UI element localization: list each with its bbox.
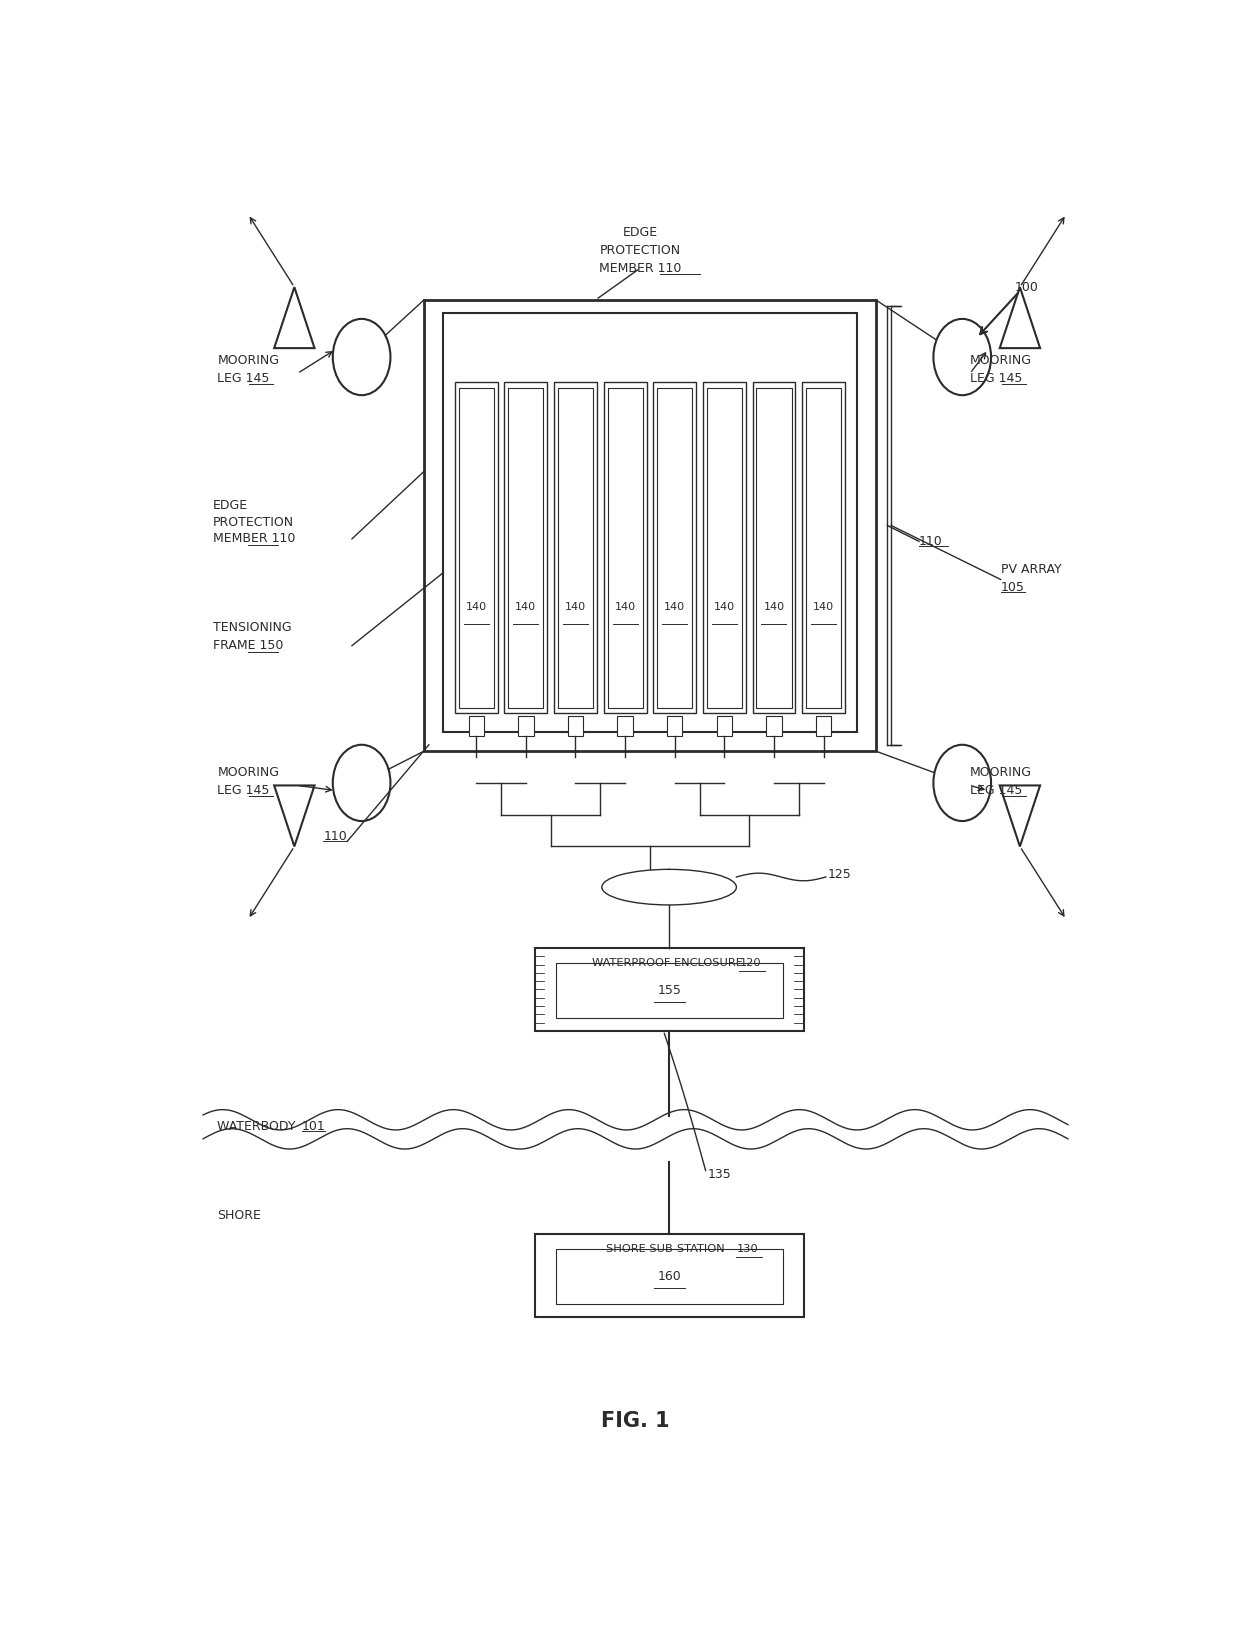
- Bar: [707, 388, 742, 708]
- Text: MEMBER 110: MEMBER 110: [213, 532, 295, 545]
- Bar: [766, 715, 781, 736]
- Text: 101: 101: [303, 1119, 326, 1133]
- Ellipse shape: [601, 870, 737, 905]
- Text: PROTECTION: PROTECTION: [213, 515, 294, 528]
- Bar: [657, 388, 692, 708]
- Text: 140: 140: [764, 603, 785, 613]
- Text: LEG 145: LEG 145: [217, 371, 270, 385]
- Bar: [534, 948, 804, 1030]
- Bar: [806, 388, 841, 708]
- Text: 110: 110: [324, 830, 347, 842]
- Bar: [444, 312, 857, 731]
- Bar: [558, 388, 593, 708]
- Text: MEMBER 110: MEMBER 110: [599, 261, 682, 274]
- Bar: [518, 715, 533, 736]
- Text: 135: 135: [708, 1167, 732, 1180]
- Text: 130: 130: [737, 1245, 759, 1255]
- Text: 100: 100: [1016, 281, 1039, 294]
- Bar: [455, 383, 497, 713]
- Bar: [505, 383, 547, 713]
- Text: 140: 140: [466, 603, 487, 613]
- Text: FIG. 1: FIG. 1: [601, 1412, 670, 1431]
- Bar: [604, 383, 646, 713]
- Text: SHORE SUB-STATION: SHORE SUB-STATION: [606, 1245, 732, 1255]
- Text: FRAME 150: FRAME 150: [213, 639, 283, 652]
- Text: SHORE: SHORE: [217, 1209, 262, 1222]
- Text: 140: 140: [714, 603, 735, 613]
- Bar: [554, 383, 596, 713]
- Text: 140: 140: [665, 603, 686, 613]
- Text: 140: 140: [516, 603, 537, 613]
- Text: EDGE: EDGE: [622, 226, 658, 239]
- Text: EDGE: EDGE: [213, 499, 248, 512]
- Text: 110: 110: [919, 535, 942, 548]
- Bar: [618, 715, 632, 736]
- Text: TENSIONING: TENSIONING: [213, 621, 291, 634]
- Bar: [534, 1235, 804, 1317]
- Text: MOORING: MOORING: [217, 355, 279, 367]
- Text: 155: 155: [657, 984, 681, 997]
- Text: 125: 125: [828, 868, 852, 882]
- Bar: [756, 388, 791, 708]
- Text: 140: 140: [565, 603, 587, 613]
- Text: 105: 105: [1001, 581, 1024, 594]
- Text: LEG 145: LEG 145: [217, 784, 270, 797]
- Text: 120: 120: [740, 959, 761, 969]
- Text: 140: 140: [615, 603, 636, 613]
- Text: LEG 145: LEG 145: [970, 371, 1022, 385]
- Text: 160: 160: [657, 1270, 681, 1283]
- Bar: [469, 715, 484, 736]
- Bar: [753, 383, 795, 713]
- Bar: [816, 715, 831, 736]
- Text: PV ARRAY: PV ARRAY: [1001, 563, 1061, 576]
- Text: PROTECTION: PROTECTION: [600, 244, 681, 258]
- Bar: [459, 388, 494, 708]
- Bar: [556, 964, 782, 1019]
- Bar: [802, 383, 844, 713]
- Text: MOORING: MOORING: [217, 766, 279, 779]
- Text: MOORING: MOORING: [970, 355, 1032, 367]
- Bar: [667, 715, 682, 736]
- Bar: [568, 715, 583, 736]
- Text: MOORING: MOORING: [970, 766, 1032, 779]
- Text: WATERBODY: WATERBODY: [217, 1119, 300, 1133]
- Bar: [717, 715, 732, 736]
- Bar: [424, 300, 875, 751]
- Bar: [703, 383, 745, 713]
- Bar: [508, 388, 543, 708]
- Text: WATERPROOF ENCLOSURE: WATERPROOF ENCLOSURE: [591, 959, 746, 969]
- Bar: [608, 388, 642, 708]
- Text: LEG 145: LEG 145: [970, 784, 1022, 797]
- Text: 140: 140: [813, 603, 835, 613]
- Bar: [653, 383, 696, 713]
- Bar: [556, 1250, 782, 1304]
